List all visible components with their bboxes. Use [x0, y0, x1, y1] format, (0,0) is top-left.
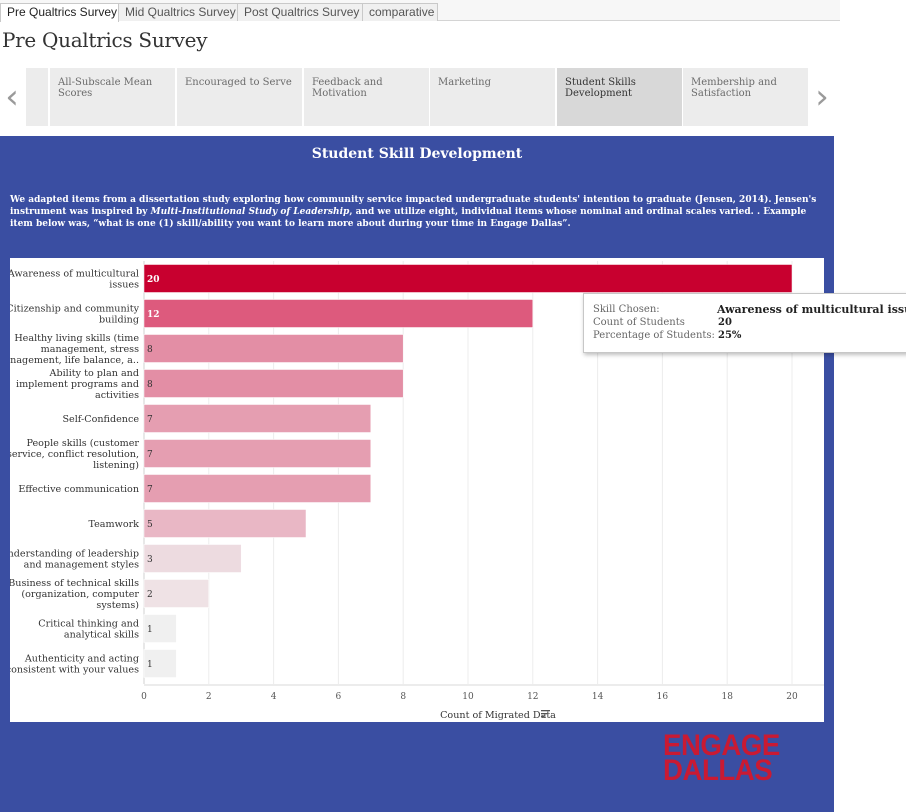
- category-label: analytical skills: [64, 630, 139, 641]
- category-label: Ability to plan and: [49, 368, 139, 379]
- chevron-right-icon[interactable]: ›: [815, 77, 829, 117]
- bar[interactable]: [143, 474, 372, 503]
- category-label: People skills (customer: [26, 438, 139, 449]
- x-axis-title: Count of Migrated Data: [440, 710, 556, 721]
- x-tick-label: 16: [657, 692, 669, 702]
- top-tab-bar: Pre Qualtrics Survey Mid Qualtrics Survey…: [0, 0, 840, 22]
- logo-line-1: ENGAGE: [663, 729, 780, 762]
- category-label: Teamwork: [88, 519, 139, 530]
- tooltip-label: Skill Chosen:: [593, 304, 660, 315]
- bar[interactable]: [143, 404, 372, 433]
- top-tab-1[interactable]: Mid Qualtrics Survey: [118, 3, 238, 21]
- bar[interactable]: [143, 334, 404, 363]
- data-label: 5: [147, 520, 153, 530]
- data-label: 1: [147, 625, 153, 635]
- engage-dallas-logo: ENGAGE DALLAS: [663, 729, 783, 787]
- category-label: service, conflict resolution,: [10, 449, 139, 460]
- bar-highlighted[interactable]: [143, 264, 793, 293]
- story-navigator: ‹ › All-Subscale Mean Scores Encouraged t…: [0, 67, 840, 127]
- category-label: implement programs and: [16, 379, 139, 390]
- category-label: Critical thinking and: [38, 619, 139, 630]
- bar[interactable]: [143, 544, 242, 573]
- intro-text-italic: Multi-Institutional Study of Leadership: [150, 207, 350, 217]
- data-label: 1: [147, 660, 153, 670]
- story-point-5[interactable]: Membership and Satisfaction: [683, 68, 808, 126]
- story-point-4[interactable]: Student Skills Development: [557, 68, 682, 126]
- data-label: 20: [147, 275, 160, 285]
- category-label: building: [99, 315, 139, 326]
- chevron-left-icon[interactable]: ‹: [5, 77, 19, 117]
- bar[interactable]: [143, 614, 177, 643]
- data-label: 2: [147, 590, 153, 600]
- x-tick-label: 0: [141, 692, 147, 702]
- bar[interactable]: [143, 649, 177, 678]
- x-tick-label: 2: [206, 692, 212, 702]
- story-point-3[interactable]: Marketing: [430, 68, 555, 126]
- chart-tooltip: Skill Chosen: Awareness of multicultural …: [583, 293, 906, 353]
- data-label: 7: [147, 485, 153, 495]
- category-label: systems): [96, 600, 139, 611]
- tooltip-value: 25%: [718, 330, 742, 341]
- tooltip-row: Skill Chosen: Awareness of multicultural …: [593, 303, 906, 316]
- tooltip-label: Percentage of Students:: [593, 330, 715, 341]
- x-tick-label: 14: [592, 692, 604, 702]
- x-tick-label: 6: [336, 692, 342, 702]
- category-label: Authenticity and acting: [24, 654, 139, 665]
- tooltip-value: 20: [718, 317, 732, 328]
- logo-line-2: DALLAS: [663, 754, 773, 787]
- x-tick-label: 12: [527, 692, 538, 702]
- story-point-0[interactable]: All-Subscale Mean Scores: [50, 68, 175, 126]
- category-label: (organization, computer: [21, 589, 139, 600]
- category-label: Citizenship and community: [10, 304, 140, 315]
- top-tab-2[interactable]: Post Qualtrics Survey: [237, 3, 363, 21]
- intro-text-2: , and we utilize eight, individual items…: [10, 207, 807, 229]
- tooltip-row: Count of Students 20: [593, 316, 732, 329]
- bar[interactable]: [143, 509, 307, 538]
- top-tab-0[interactable]: Pre Qualtrics Survey: [0, 3, 119, 22]
- category-label: management, stress: [41, 344, 139, 355]
- data-label: 8: [147, 345, 153, 355]
- category-label: Effective communication: [18, 484, 139, 495]
- x-tick-label: 8: [400, 692, 406, 702]
- category-label: listening): [93, 460, 139, 471]
- category-label: Awareness of multicultural: [10, 269, 139, 280]
- dashboard-title: Student Skill Development: [311, 146, 523, 162]
- intro-text-1: We adapted items from a dissertation stu…: [10, 195, 817, 217]
- data-label: 8: [147, 380, 153, 390]
- story-point-spacer: [26, 68, 48, 126]
- tooltip-label: Count of Students: [593, 317, 685, 328]
- category-label: Healthy living skills (time: [14, 333, 139, 344]
- category-label: and management styles: [24, 560, 139, 571]
- x-tick-label: 10: [462, 692, 474, 702]
- tooltip-row: Percentage of Students: 25%: [593, 329, 741, 342]
- bar[interactable]: [143, 299, 534, 328]
- category-label: Understanding of leadership: [10, 549, 139, 560]
- data-label: 7: [147, 415, 153, 425]
- x-tick-label: 18: [721, 692, 733, 702]
- data-label: 12: [147, 310, 160, 320]
- dashboard-intro: We adapted items from a dissertation stu…: [10, 194, 828, 230]
- category-label: activities: [95, 390, 139, 401]
- top-tab-3[interactable]: comparative: [362, 3, 438, 21]
- story-point-1[interactable]: Encouraged to Serve: [177, 68, 302, 126]
- category-label: Self-Confidence: [62, 414, 139, 425]
- data-label: 3: [147, 555, 153, 565]
- data-label: 7: [147, 450, 153, 460]
- category-label: management, life balance, a..: [10, 355, 139, 366]
- bar[interactable]: [143, 369, 404, 398]
- x-tick-label: 4: [271, 692, 277, 702]
- bar[interactable]: [143, 579, 210, 608]
- category-label: Business of technical skills: [10, 578, 139, 589]
- category-label: consistent with your values: [10, 665, 139, 676]
- sort-descending-icon[interactable]: [541, 710, 550, 718]
- x-tick-label: 20: [786, 692, 798, 702]
- tooltip-value: Awareness of multicultural issues: [717, 303, 906, 316]
- page-title: Pre Qualtrics Survey: [2, 28, 208, 52]
- category-label: issues: [109, 280, 139, 291]
- story-point-2[interactable]: Feedback and Motivation: [304, 68, 429, 126]
- bar[interactable]: [143, 439, 372, 468]
